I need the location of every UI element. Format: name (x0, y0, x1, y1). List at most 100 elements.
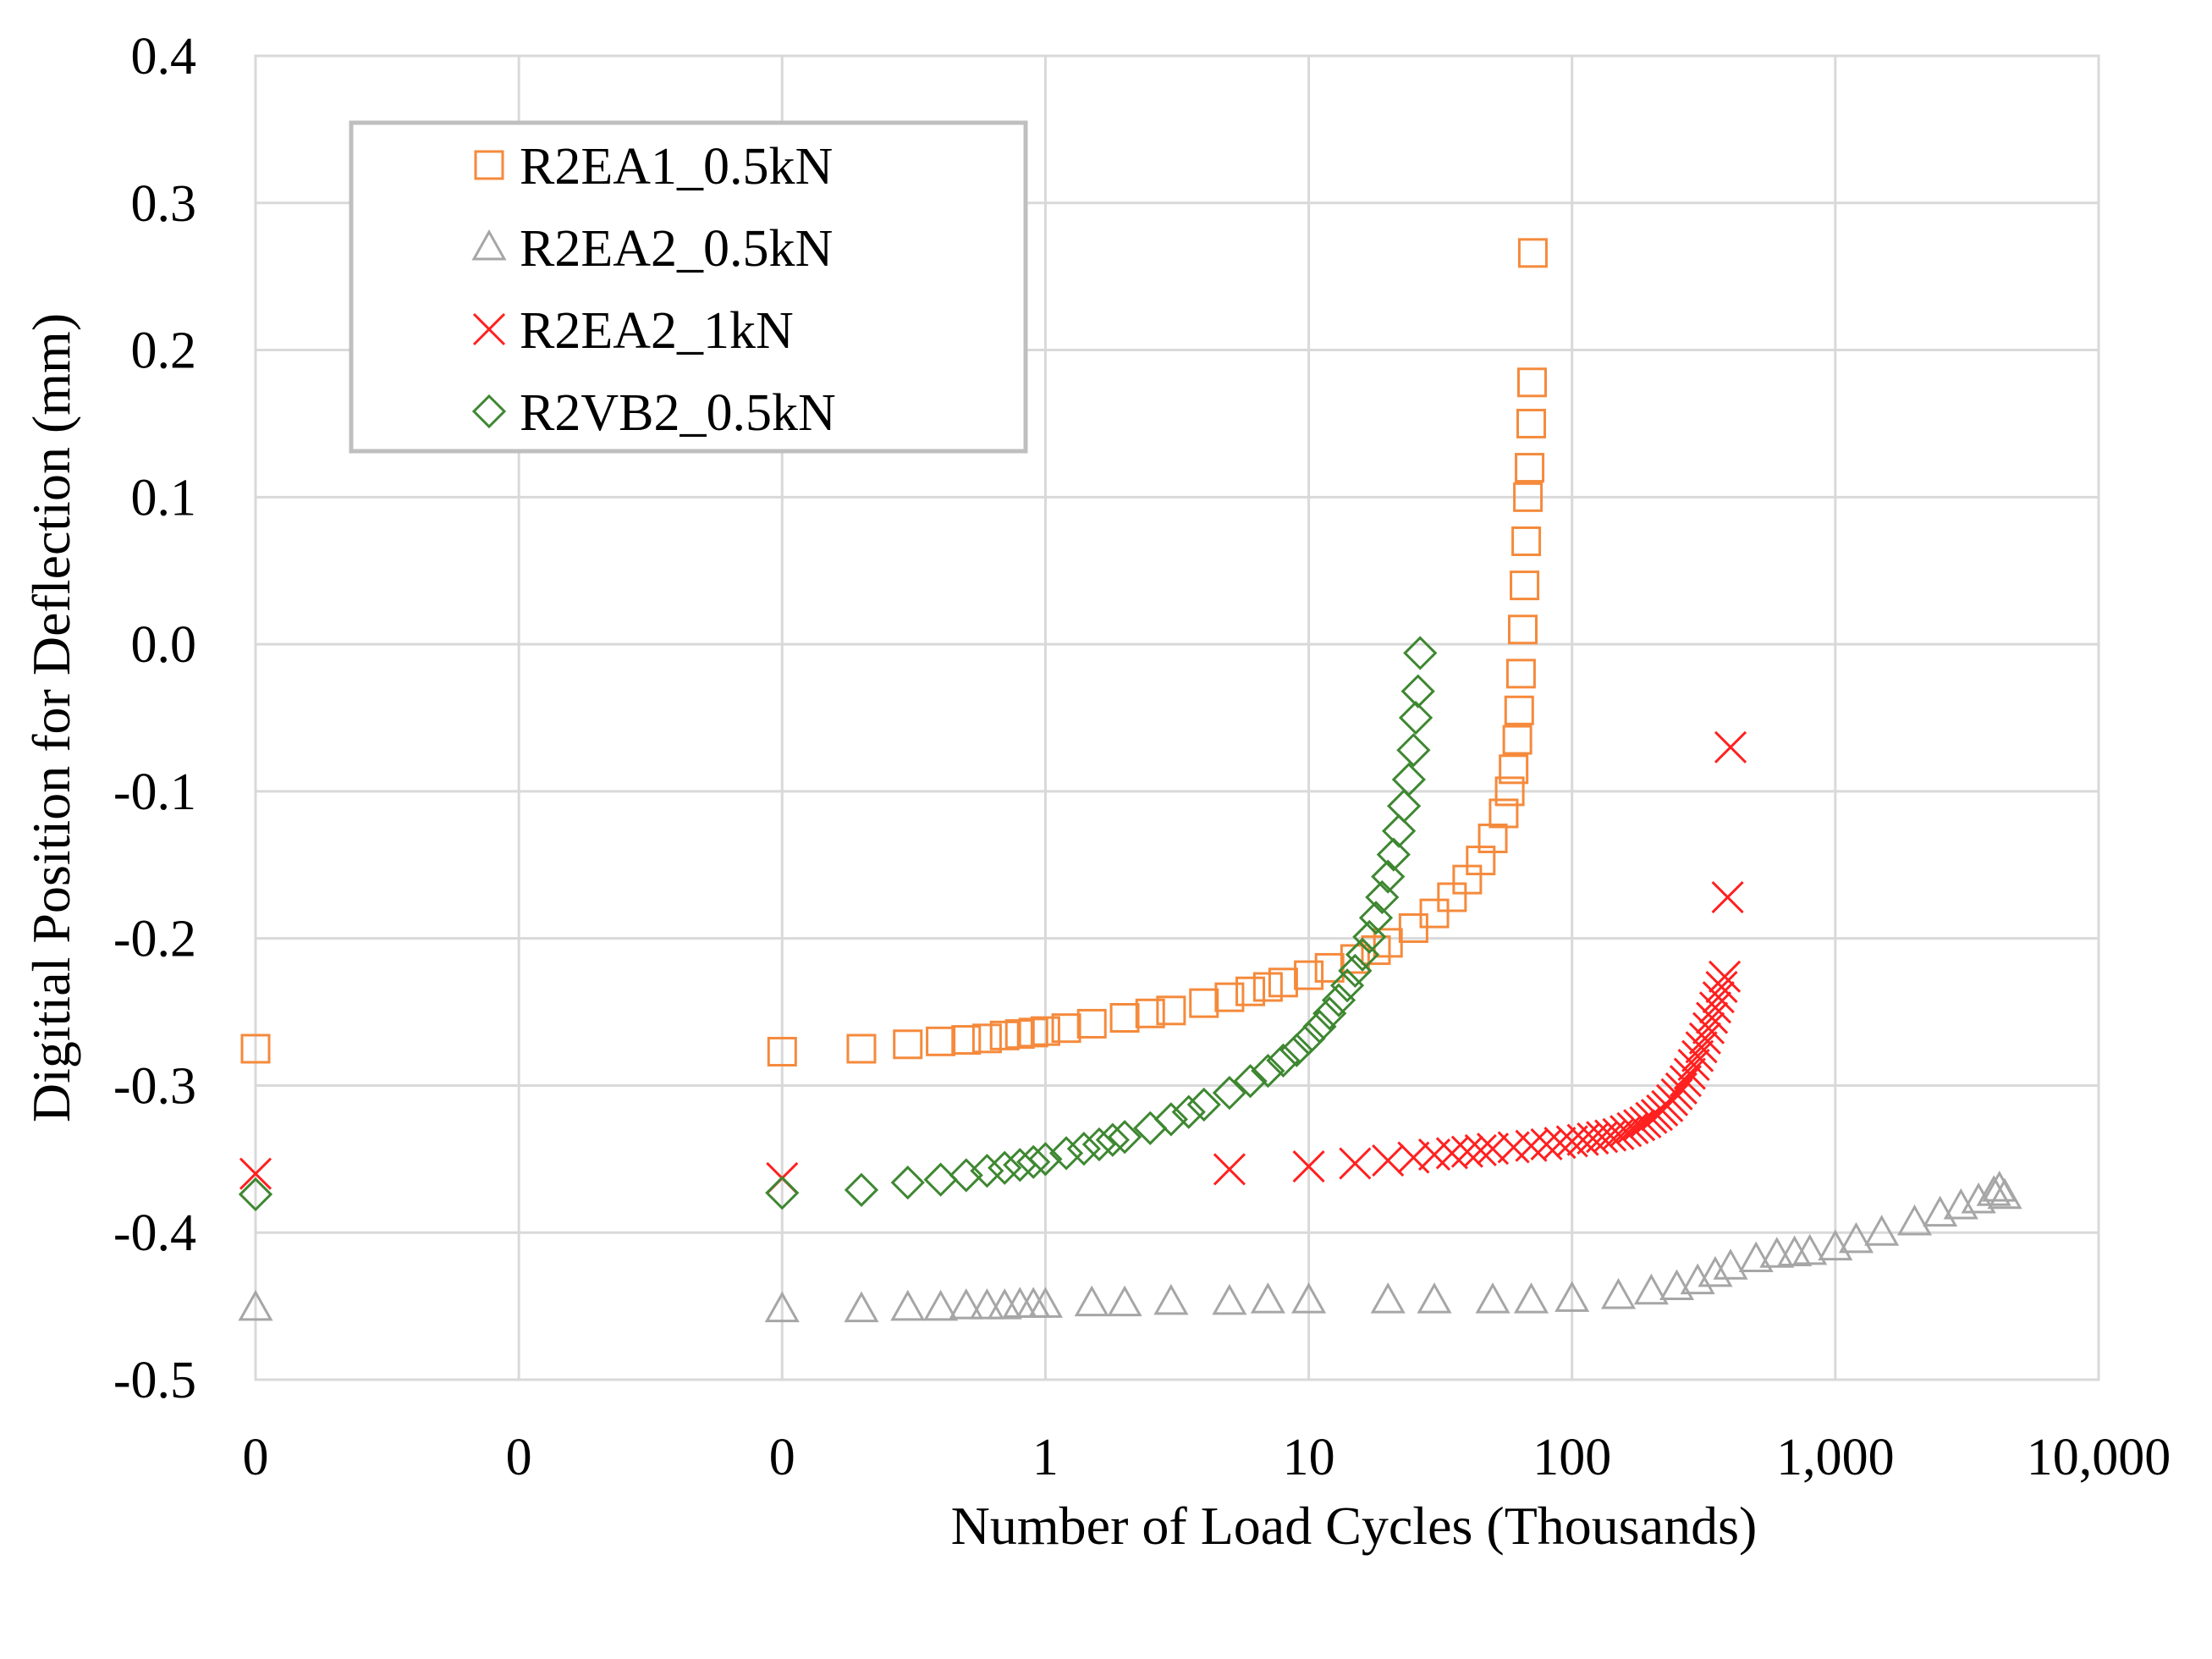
y-tick-label: 0.0 (131, 616, 197, 674)
x-tick-label: 0 (506, 1429, 532, 1486)
data-point-triangle (1250, 1282, 1285, 1314)
legend-marker-x (472, 312, 506, 346)
legend-label: R2VB2_0.5kN (520, 384, 836, 442)
data-point-x (1709, 960, 1742, 993)
data-point-diamond (1016, 1144, 1051, 1179)
data-point-square (1135, 998, 1165, 1028)
data-point-x (239, 1157, 272, 1190)
data-point-square (1076, 1008, 1107, 1039)
y-axis-title: Digitial Position for Deflection (mm) (21, 313, 81, 1122)
data-point-triangle (1513, 1282, 1549, 1314)
data-point-x (1435, 1137, 1468, 1170)
data-point-square (1252, 972, 1283, 1002)
data-point-triangle (764, 1291, 800, 1323)
data-point-triangle (1370, 1282, 1406, 1314)
data-point-triangle (1659, 1269, 1695, 1301)
data-point-square (1051, 1013, 1081, 1044)
data-point-diamond (1321, 983, 1356, 1017)
data-point-x (1635, 1101, 1668, 1134)
data-point-triangle (1896, 1204, 1933, 1236)
data-point-triangle (1600, 1277, 1637, 1309)
data-point-triangle (1838, 1221, 1874, 1254)
data-point-diamond (1358, 901, 1394, 935)
data-point-diamond (1251, 1053, 1285, 1089)
legend-marker-diamond (471, 394, 507, 429)
y-tick-label: 0.3 (131, 175, 197, 233)
data-point-square (1513, 482, 1543, 512)
data-point-x (1292, 1149, 1325, 1183)
y-tick-label: -0.2 (113, 911, 196, 968)
data-point-triangle (1818, 1229, 1853, 1261)
data-point-x (1673, 1057, 1706, 1090)
data-point-square (1361, 935, 1391, 966)
data-point-diamond (1186, 1087, 1221, 1122)
legend: R2EA1_0.5kN R2EA2_0.5kN R2EA2_1kN R2VB2_0.5… (349, 120, 1028, 454)
data-point-square (989, 1020, 1020, 1050)
data-point-diamond (1312, 996, 1347, 1031)
data-point-diamond (1365, 879, 1400, 915)
data-point-diamond (970, 1154, 1004, 1188)
data-point-square (1030, 1016, 1060, 1046)
data-point-square (1505, 659, 1536, 689)
plot-area-border (254, 54, 2100, 1381)
legend-label: R2EA2_0.5kN (520, 220, 833, 278)
legend-marker-triangle (471, 229, 507, 261)
data-point-x (1705, 970, 1738, 1004)
legend-box (349, 120, 1028, 454)
data-point-diamond (238, 1177, 273, 1212)
data-point-square (1511, 526, 1542, 556)
y-axis-ticks: 0.4 0.3 0.2 0.1 0.0 -0.1 -0.2 -0.3 -0.4 -0.5 (113, 28, 196, 1409)
data-point-square (1499, 754, 1529, 785)
data-point-x (1711, 880, 1744, 914)
data-point-diamond (988, 1150, 1022, 1185)
data-point-triangle (1153, 1283, 1189, 1315)
data-point-diamond (1291, 1021, 1326, 1055)
data-point-x (1692, 1011, 1725, 1044)
y-tick-label: -0.4 (113, 1204, 196, 1262)
data-point-x (1698, 991, 1732, 1024)
data-point-square (1419, 898, 1450, 929)
data-point-square (1504, 695, 1534, 725)
data-point-square (1437, 882, 1467, 912)
x-tick-label: 100 (1532, 1429, 1611, 1486)
series-R2EA2_1kN (239, 730, 1747, 1194)
y-tick-label: -0.5 (113, 1352, 196, 1409)
y-tick-label: -0.1 (113, 763, 196, 821)
data-point-triangle (1987, 1177, 2022, 1210)
data-point-x (1555, 1125, 1588, 1158)
data-point-triangle (844, 1291, 879, 1323)
data-point-diamond (1381, 813, 1417, 848)
legend-label: R2EA1_0.5kN (520, 138, 833, 196)
data-point-diamond (1048, 1136, 1084, 1171)
legend-marker-square (474, 150, 504, 180)
data-point-x (1372, 1144, 1405, 1177)
data-point-triangle (1976, 1175, 2011, 1206)
legend-item: R2EA1_0.5kN (474, 138, 833, 196)
y-tick-label: -0.3 (113, 1057, 196, 1115)
data-point-square (1494, 776, 1525, 807)
data-point-triangle (949, 1288, 984, 1320)
x-tick-label: 0 (243, 1429, 269, 1486)
data-point-triangle (1633, 1273, 1669, 1305)
data-point-diamond (890, 1166, 925, 1200)
data-point-diamond (1329, 968, 1365, 1003)
data-point-triangle (1107, 1285, 1142, 1317)
x-tick-label: 10,000 (2027, 1429, 2171, 1486)
data-point-diamond (844, 1172, 879, 1207)
data-point-diamond (1371, 859, 1406, 894)
y-tick-label: 0.4 (131, 28, 197, 85)
x-axis-title: Number of Load Cycles (Thousands) (951, 1496, 1758, 1556)
data-point-diamond (949, 1158, 983, 1193)
data-point-triangle (969, 1288, 1004, 1320)
data-point-diamond (1386, 789, 1422, 824)
x-tick-label: 1 (1032, 1429, 1059, 1486)
data-point-diamond (1233, 1064, 1268, 1099)
data-point-square (1516, 367, 1547, 398)
data-point-square (240, 1033, 271, 1064)
legend-label: R2EA2_1kN (520, 302, 794, 360)
data-point-triangle (890, 1289, 926, 1321)
data-point-x (1669, 1065, 1702, 1098)
data-point-square (1466, 846, 1496, 876)
data-point-square (1508, 615, 1538, 645)
